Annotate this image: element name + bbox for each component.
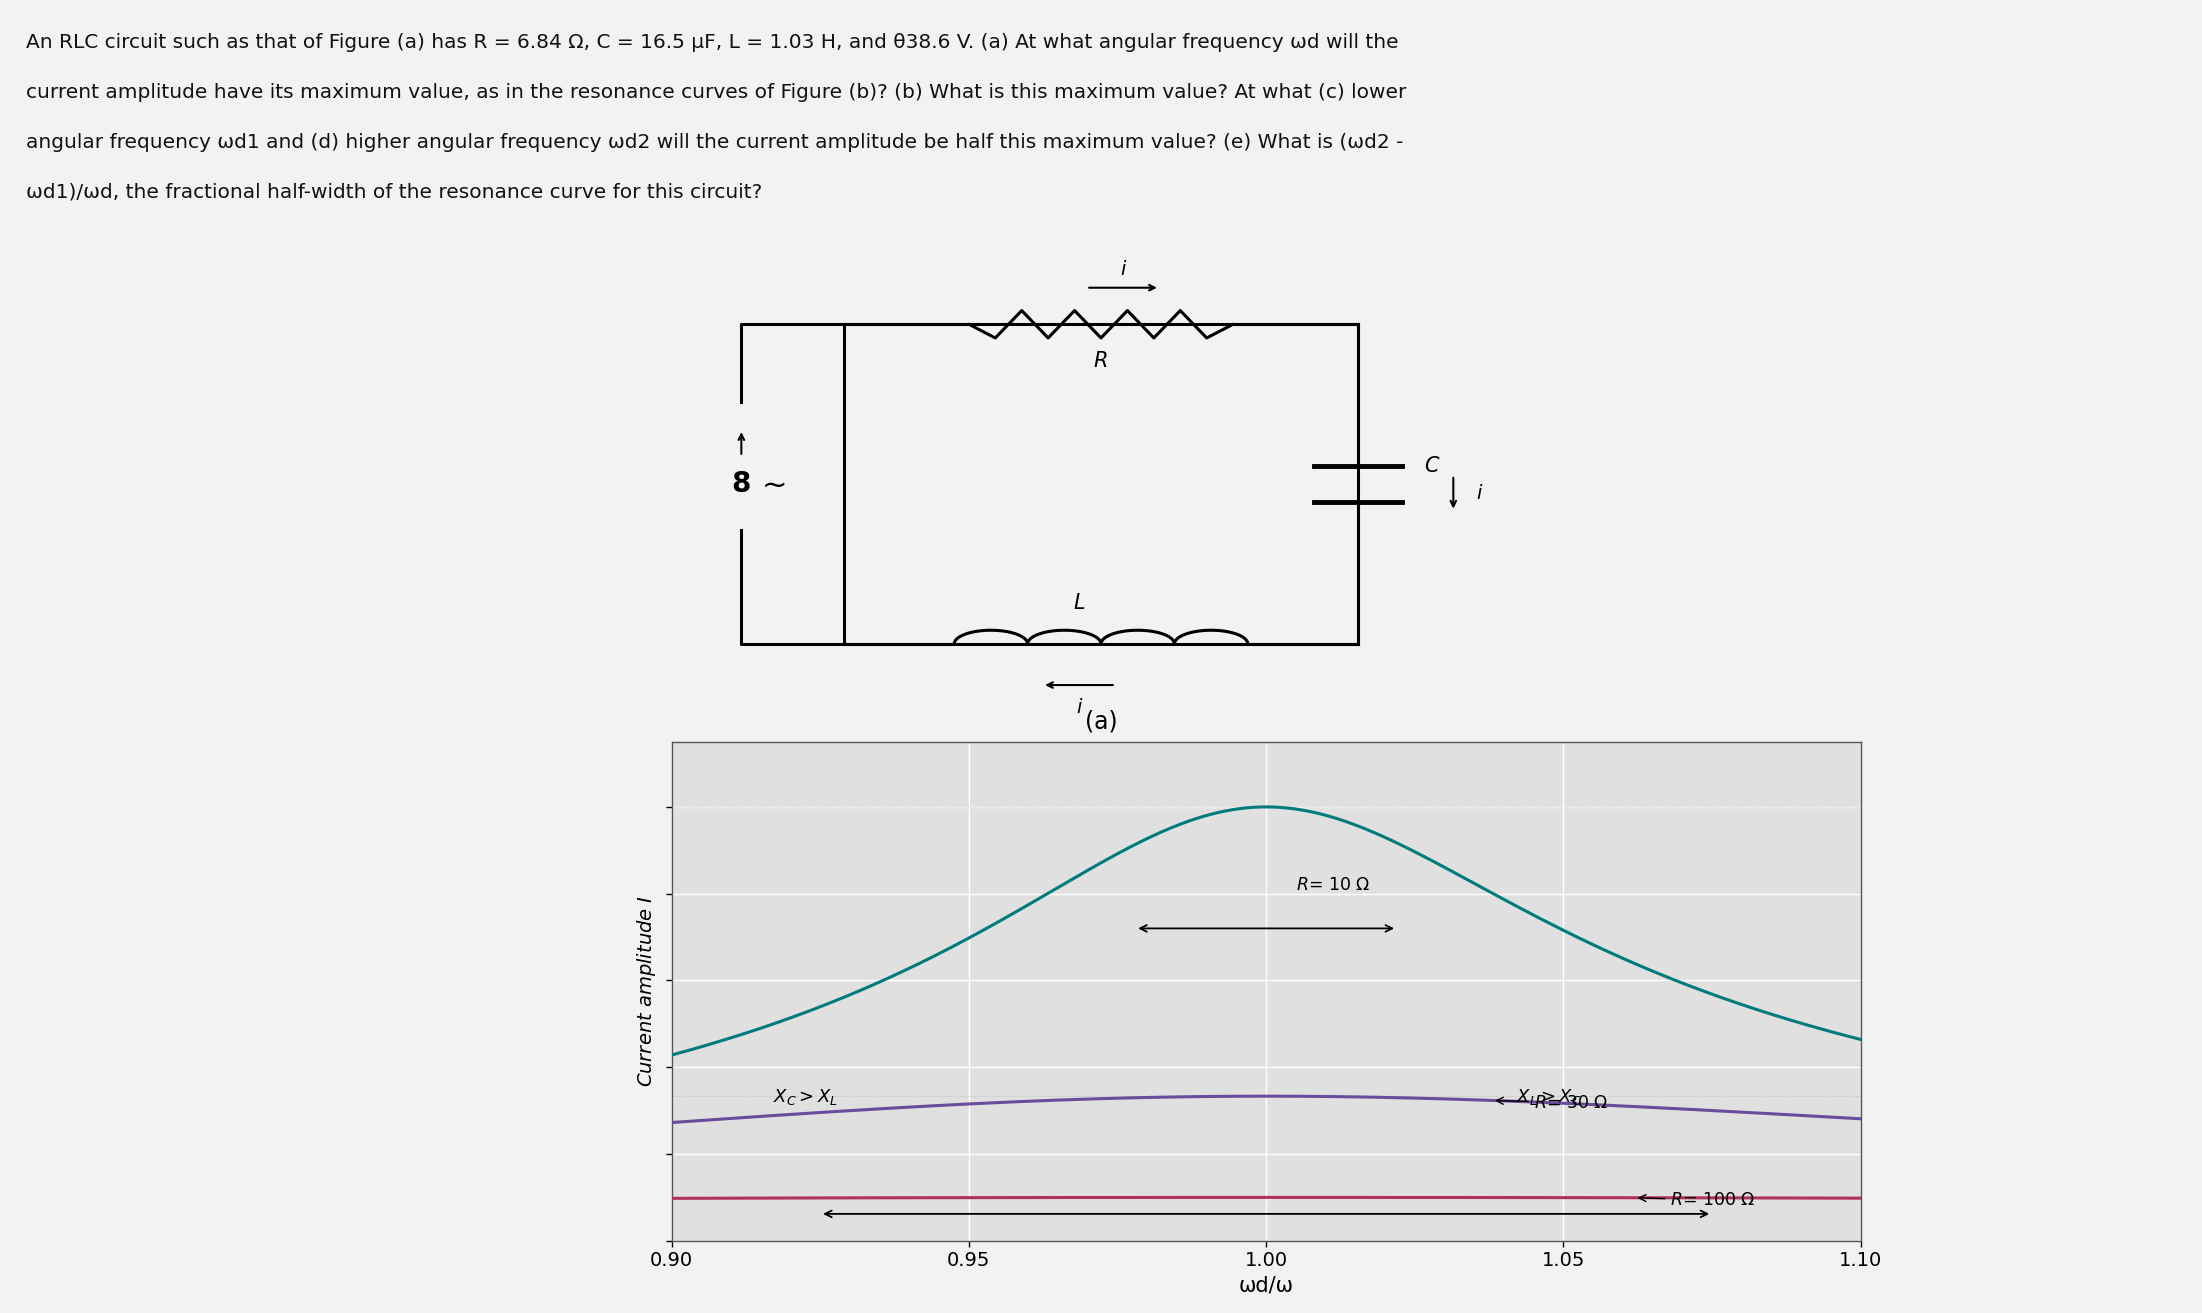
Text: 8: 8 — [731, 470, 751, 498]
Text: $X_C > X_L$: $X_C > X_L$ — [773, 1087, 837, 1107]
Text: i: i — [1077, 699, 1081, 717]
Text: R: R — [1094, 351, 1108, 370]
Text: i: i — [1475, 483, 1482, 503]
Text: i: i — [1121, 260, 1125, 278]
Text: $X_L > X_C$: $X_L > X_C$ — [1515, 1087, 1581, 1107]
Text: $R$= 100 Ω: $R$= 100 Ω — [1638, 1191, 1755, 1209]
X-axis label: ωd/ω: ωd/ω — [1240, 1276, 1293, 1296]
Text: ωd1)/ωd, the fractional half-width of the resonance curve for this circuit?: ωd1)/ωd, the fractional half-width of th… — [26, 183, 762, 201]
Text: ~: ~ — [762, 471, 786, 500]
Text: $R$= 10 Ω: $R$= 10 Ω — [1295, 876, 1370, 894]
Y-axis label: Current amplitude $I$: Current amplitude $I$ — [634, 895, 658, 1087]
Text: current amplitude have its maximum value, as in the resonance curves of Figure (: current amplitude have its maximum value… — [26, 83, 1407, 101]
Text: L: L — [1072, 593, 1086, 613]
Text: angular frequency ωd1 and (d) higher angular frequency ωd2 will the current ampl: angular frequency ωd1 and (d) higher ang… — [26, 133, 1405, 151]
Text: An RLC circuit such as that of Figure (a) has R = 6.84 Ω, C = 16.5 μF, L = 1.03 : An RLC circuit such as that of Figure (a… — [26, 33, 1398, 51]
Text: (a): (a) — [1086, 709, 1116, 734]
Text: $R$= 30 Ω: $R$= 30 Ω — [1497, 1094, 1607, 1112]
Text: C: C — [1425, 456, 1438, 475]
